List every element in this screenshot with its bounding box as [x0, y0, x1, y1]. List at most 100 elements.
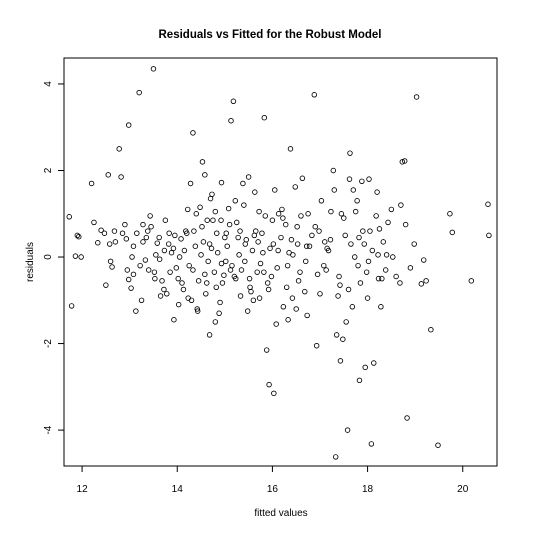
- data-point-89: [271, 390, 277, 397]
- data-point-214: [388, 206, 395, 213]
- data-point-259: [251, 232, 258, 239]
- data-point-74: [235, 234, 241, 241]
- data-point-119: [342, 232, 348, 239]
- data-point-71: [228, 118, 234, 124]
- data-point-57: [202, 271, 208, 278]
- data-point-109: [318, 198, 325, 204]
- data-point-51: [190, 267, 196, 273]
- data-point-257: [232, 198, 239, 204]
- data-point-262: [280, 215, 286, 221]
- data-point-227: [107, 258, 114, 265]
- data-point-174: [262, 213, 268, 219]
- data-point-276: [256, 208, 262, 215]
- y-axis: -4 -2 0 2 4: [43, 81, 64, 435]
- data-point-169: [238, 267, 245, 273]
- data-point-132: [373, 213, 379, 219]
- data-point-108: [316, 228, 322, 234]
- data-point-260: [261, 269, 267, 275]
- data-point-232: [212, 208, 219, 215]
- data-point-200: [317, 291, 323, 297]
- data-point-56: [202, 172, 208, 178]
- data-point-197: [298, 213, 304, 219]
- data-point-163: [210, 217, 216, 223]
- data-point-244: [338, 211, 345, 217]
- y-tick-label-4: 4: [43, 81, 54, 87]
- data-point-158: [186, 262, 192, 269]
- data-point-49: [187, 180, 194, 187]
- data-point-134: [378, 304, 384, 310]
- data-point-162: [205, 258, 211, 265]
- data-point-168: [233, 219, 240, 226]
- data-point-67: [218, 260, 225, 267]
- data-point-215: [393, 273, 399, 280]
- data-point-282: [327, 236, 334, 243]
- data-point-68: [221, 272, 227, 278]
- data-point-111: [323, 267, 329, 273]
- x-axis-title: fitted values: [254, 508, 307, 519]
- data-point-105: [309, 232, 315, 239]
- data-point-160: [195, 278, 202, 284]
- data-point-102: [302, 288, 308, 295]
- data-point-33: [150, 66, 157, 72]
- y-tick-label-0: -4: [43, 425, 54, 434]
- data-point-212: [379, 275, 385, 282]
- data-point-58: [204, 217, 210, 223]
- data-point-269: [175, 275, 181, 282]
- data-point-95: [285, 317, 291, 323]
- data-point-126: [359, 178, 365, 185]
- data-point-217: [402, 221, 409, 228]
- data-point-24: [130, 243, 137, 249]
- data-point-100: [297, 269, 303, 275]
- x-tick-label-4: 20: [457, 484, 469, 495]
- data-point-137: [385, 219, 391, 226]
- data-point-82: [254, 269, 260, 275]
- data-point-103: [304, 312, 310, 319]
- data-point-46: [180, 286, 187, 293]
- data-point-216: [398, 202, 404, 208]
- data-point-8: [95, 240, 101, 246]
- y-tick-label-1: -2: [43, 339, 54, 348]
- data-point-52: [192, 243, 199, 249]
- data-point-12: [105, 172, 111, 178]
- data-point-13: [106, 241, 113, 247]
- data-point-154: [485, 201, 491, 207]
- data-point-53: [194, 308, 201, 314]
- data-point-92: [278, 234, 284, 241]
- y-tick-label-3: 2: [43, 167, 54, 173]
- data-point-6: [88, 180, 95, 187]
- data-point-151: [447, 211, 453, 217]
- data-point-239: [295, 278, 302, 284]
- data-point-31: [145, 228, 151, 234]
- data-point-1: [68, 303, 75, 309]
- data-point-184: [217, 299, 223, 306]
- data-point-23: [130, 271, 137, 278]
- data-point-171: [248, 288, 254, 295]
- x-tick-label-2: 16: [267, 484, 279, 495]
- data-point-131: [371, 360, 377, 366]
- data-point-78: [244, 308, 251, 314]
- data-point-247: [352, 208, 359, 215]
- data-point-191: [269, 217, 276, 223]
- x-axis: 12 14 16 18 20: [77, 466, 469, 495]
- data-point-165: [219, 280, 226, 286]
- data-point-116: [335, 293, 341, 299]
- data-point-96: [287, 146, 294, 152]
- data-point-280: [294, 224, 300, 230]
- data-point-229: [184, 230, 190, 236]
- data-point-32: [147, 213, 153, 219]
- data-point-26: [136, 89, 142, 96]
- data-point-208: [360, 228, 366, 234]
- data-point-265: [161, 286, 167, 293]
- data-point-34: [152, 275, 158, 282]
- chart-title: Residuals vs Fitted for the Robust Model: [159, 29, 382, 41]
- data-point-261: [270, 241, 277, 247]
- data-point-35: [154, 240, 160, 246]
- data-point-237: [272, 187, 278, 193]
- data-point-157: [181, 247, 188, 254]
- data-point-264: [170, 245, 177, 252]
- data-point-164: [214, 249, 221, 256]
- data-point-62: [211, 269, 218, 275]
- data-point-287: [375, 252, 381, 258]
- data-point-99: [294, 241, 301, 247]
- data-point-10: [101, 230, 108, 236]
